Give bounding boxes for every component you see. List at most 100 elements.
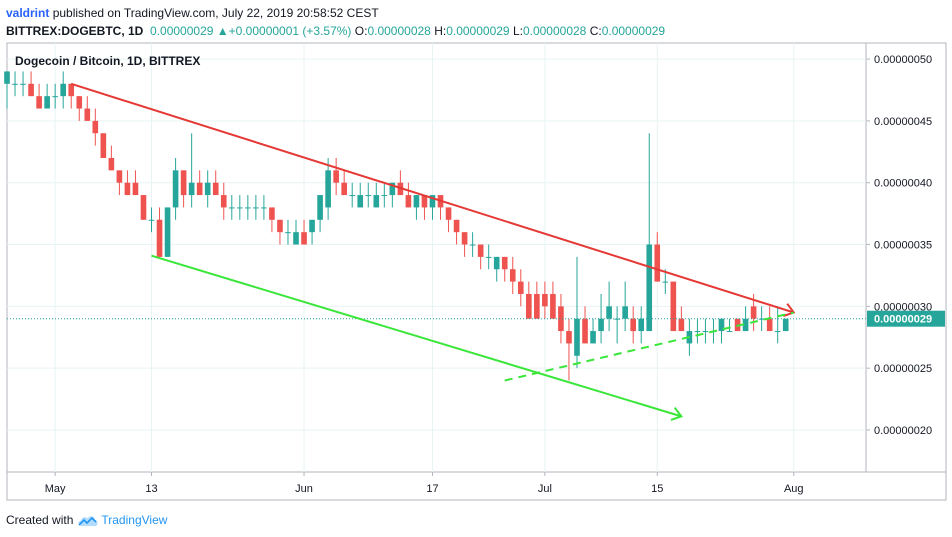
candle-down — [116, 170, 123, 196]
candle-body — [646, 244, 653, 332]
candle-body — [108, 157, 115, 171]
candle-up — [357, 182, 364, 208]
candle-up — [349, 182, 356, 208]
candle-body — [156, 219, 163, 257]
candle-up — [12, 71, 18, 97]
y-tick-label: 0.00000025 — [874, 363, 932, 375]
chart-header: valdrint published on TradingView.com, J… — [6, 4, 946, 40]
candle-up — [646, 133, 653, 332]
candle-down — [92, 108, 99, 146]
candle-body — [124, 182, 131, 196]
y-tick-label: 0.00000020 — [874, 425, 932, 437]
trendline-ascending-support[interactable] — [504, 311, 794, 382]
candle-body — [212, 182, 219, 196]
open-label: O: — [354, 24, 368, 38]
candle-body — [638, 318, 645, 332]
candle-body — [606, 306, 612, 319]
candle-down — [36, 83, 42, 109]
low-value: 0.00000028 — [522, 24, 587, 38]
candle-down — [269, 207, 275, 233]
candle-up — [4, 71, 10, 109]
candle-body — [245, 207, 251, 209]
candle-down — [397, 170, 404, 196]
candle-body — [405, 195, 412, 208]
candle-up — [20, 71, 26, 97]
y-tick-label: 0.00000050 — [874, 54, 932, 66]
candle-down — [582, 306, 588, 344]
candle-down — [534, 281, 540, 319]
author-link[interactable]: valdrint — [6, 6, 50, 20]
candle-body — [774, 331, 781, 333]
trendline-support[interactable] — [151, 254, 683, 421]
candle-up — [389, 182, 396, 208]
candle-down — [140, 195, 147, 220]
candle-up — [237, 195, 243, 220]
candle-body — [365, 195, 372, 197]
tradingview-brand[interactable]: TradingView — [101, 513, 168, 527]
candle-up — [726, 318, 733, 333]
candle-body — [180, 170, 187, 196]
candle-body — [534, 293, 540, 319]
candle-down — [566, 318, 572, 381]
close-label: C: — [589, 24, 602, 38]
candle-body — [590, 331, 596, 344]
y-tick-label: 0.00000045 — [874, 116, 932, 128]
candle-up — [325, 157, 331, 220]
candle-up — [638, 306, 645, 344]
candle-body — [92, 120, 99, 134]
candle-down — [678, 306, 685, 332]
candle-body — [501, 256, 508, 270]
plot-frame — [6, 42, 867, 473]
candle-down — [509, 256, 516, 294]
candle-down — [526, 281, 532, 319]
candle-up — [164, 207, 171, 257]
candle-body — [582, 318, 588, 344]
candle-up — [52, 83, 58, 109]
high-value: 0.00000029 — [446, 24, 510, 38]
candle-down — [341, 170, 347, 196]
candle-down — [68, 83, 75, 109]
candle-body — [766, 318, 773, 332]
candle-body — [253, 207, 259, 209]
candle-up — [574, 256, 580, 369]
candle-up — [774, 306, 781, 344]
candle-down — [220, 182, 227, 220]
candle-body — [68, 83, 75, 97]
candle-body — [670, 281, 677, 332]
candle-up — [622, 281, 628, 332]
candle-body — [614, 318, 620, 320]
candle-up — [204, 170, 211, 208]
candle-body — [750, 306, 757, 319]
candle-body — [477, 244, 484, 257]
change-arrow-icon: ▲ — [216, 24, 229, 38]
candle-body — [662, 281, 669, 283]
open-value: 0.00000028 — [367, 24, 431, 38]
candle-body — [317, 195, 323, 220]
candle-body — [293, 232, 299, 245]
candle-down — [156, 207, 163, 257]
candle-down — [301, 219, 307, 245]
candle-up — [188, 133, 195, 208]
candle-body — [277, 219, 283, 233]
candle-down — [550, 281, 556, 319]
candle-body — [204, 182, 211, 196]
candle-body — [453, 219, 460, 233]
candle-body — [164, 207, 171, 257]
trendlines[interactable] — [70, 82, 796, 421]
x-tick-label: Jul — [538, 483, 552, 495]
candle-body — [421, 195, 428, 208]
high-label: H: — [434, 24, 447, 38]
candle-up — [293, 219, 299, 245]
x-tick-label: May — [45, 483, 66, 495]
candle-body — [542, 293, 548, 307]
publish-line: valdrint published on TradingView.com, J… — [6, 4, 946, 22]
close-value: 0.00000029 — [601, 24, 666, 38]
candle-body — [630, 318, 636, 332]
candle-body — [782, 318, 789, 332]
candle-body — [550, 293, 556, 319]
candle-body — [758, 318, 765, 320]
candle-up — [228, 195, 235, 220]
candle-body — [333, 170, 339, 183]
created-with-text: Created with — [6, 513, 74, 527]
